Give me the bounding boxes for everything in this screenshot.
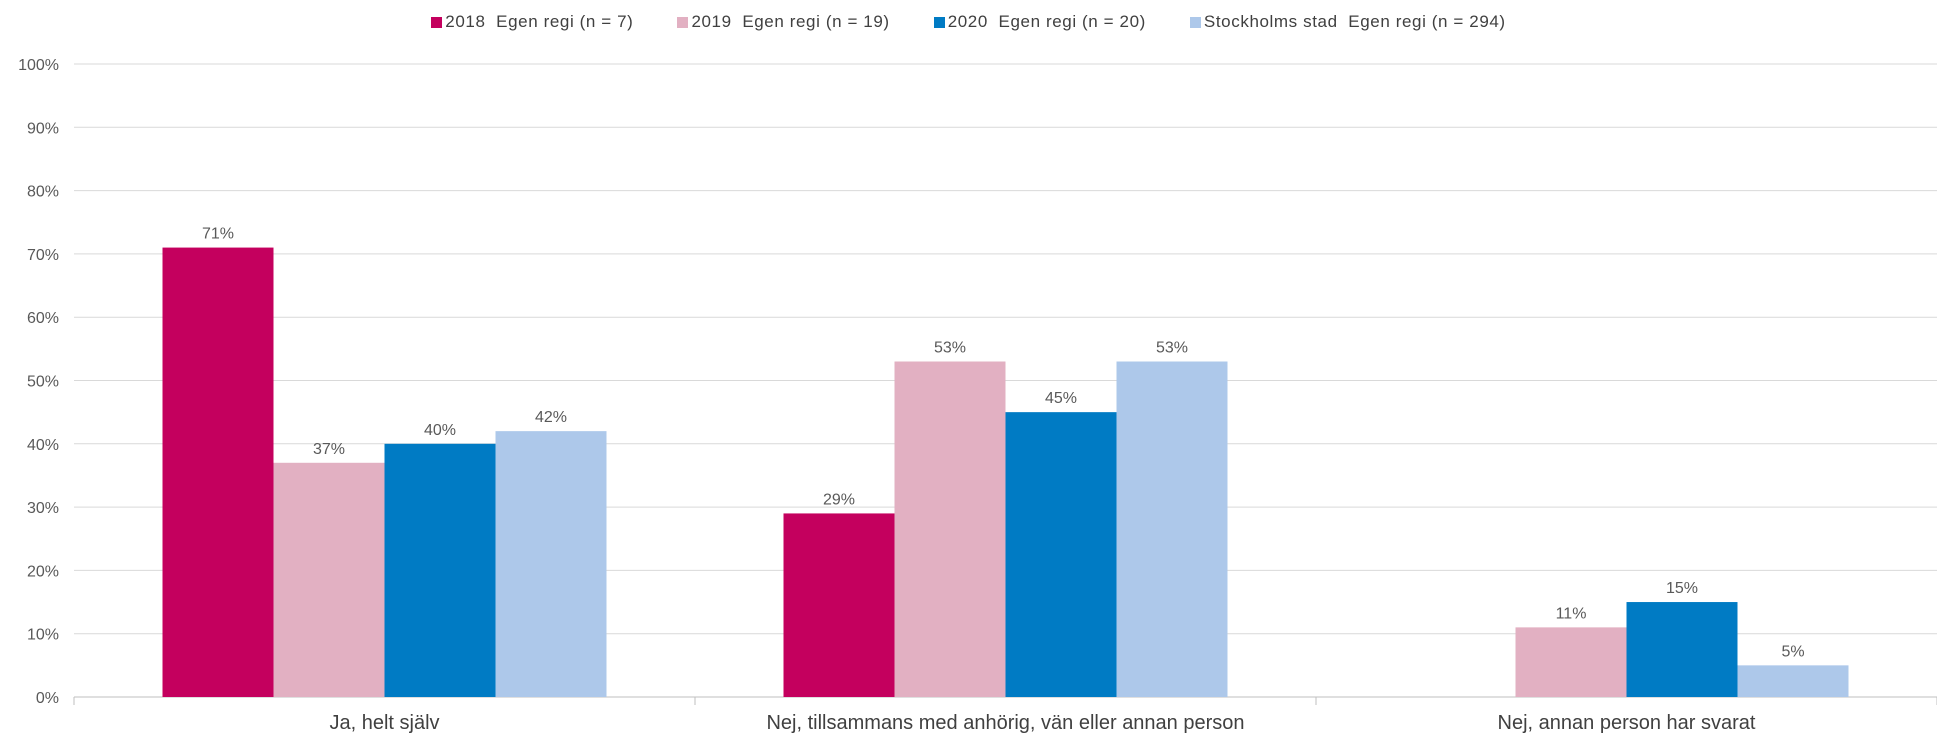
data-label: 71%: [202, 226, 234, 243]
legend-item: 2020 Egen regi (n = 20): [933, 12, 1146, 32]
data-label: 53%: [1156, 340, 1188, 357]
y-tick-label: 40%: [27, 437, 59, 454]
bar: [1737, 665, 1849, 697]
y-tick-label: 30%: [27, 500, 59, 517]
y-tick-label: 70%: [27, 247, 59, 264]
y-tick-label: 10%: [27, 627, 59, 644]
bar: [1626, 602, 1738, 697]
x-tick-label: Ja, helt själv: [329, 712, 439, 734]
legend-label: 2018 Egen regi (n = 7): [445, 12, 634, 31]
data-label: 29%: [823, 491, 855, 508]
bar: [1515, 627, 1627, 697]
data-label: 42%: [535, 409, 567, 426]
data-label: 53%: [934, 340, 966, 357]
y-tick-label: 50%: [27, 374, 59, 391]
bar: [783, 513, 895, 697]
legend-label: 2019 Egen regi (n = 19): [691, 12, 890, 31]
bar: [384, 443, 496, 697]
legend-item: 2018 Egen regi (n = 7): [431, 12, 633, 32]
y-tick-label: 0%: [36, 690, 59, 707]
legend-swatch: [677, 16, 689, 28]
data-label: 45%: [1045, 390, 1077, 407]
y-tick-label: 100%: [18, 57, 59, 74]
y-tick-label: 20%: [27, 563, 59, 580]
data-label: 40%: [424, 422, 456, 439]
legend: 2018 Egen regi (n = 7) 2019 Egen regi (n …: [0, 12, 1937, 32]
legend-swatch: [1189, 16, 1201, 28]
legend-swatch: [431, 16, 443, 28]
x-tick-label: Nej, tillsammans med anhörig, vän eller …: [766, 712, 1244, 734]
data-label: 5%: [1781, 643, 1804, 660]
bar: [1116, 361, 1228, 697]
bar: [162, 247, 274, 697]
legend-item: Stockholms stad Egen regi (n = 294): [1189, 12, 1506, 32]
bar: [273, 462, 385, 697]
legend-label: Stockholms stad Egen regi (n = 294): [1203, 12, 1506, 31]
bar: [1005, 412, 1117, 697]
legend-swatch: [933, 16, 945, 28]
data-label: 37%: [313, 441, 345, 458]
y-tick-label: 60%: [27, 310, 59, 327]
x-tick-label: Nej, annan person har svarat: [1498, 712, 1756, 734]
bar: [894, 361, 1006, 697]
y-tick-label: 90%: [27, 120, 59, 137]
data-label: 11%: [1556, 605, 1587, 622]
legend-label: 2020 Egen regi (n = 20): [947, 12, 1146, 31]
bar: [495, 431, 607, 697]
data-label: 15%: [1666, 580, 1698, 597]
legend-item: 2019 Egen regi (n = 19): [677, 12, 889, 32]
y-tick-label: 80%: [27, 184, 59, 201]
